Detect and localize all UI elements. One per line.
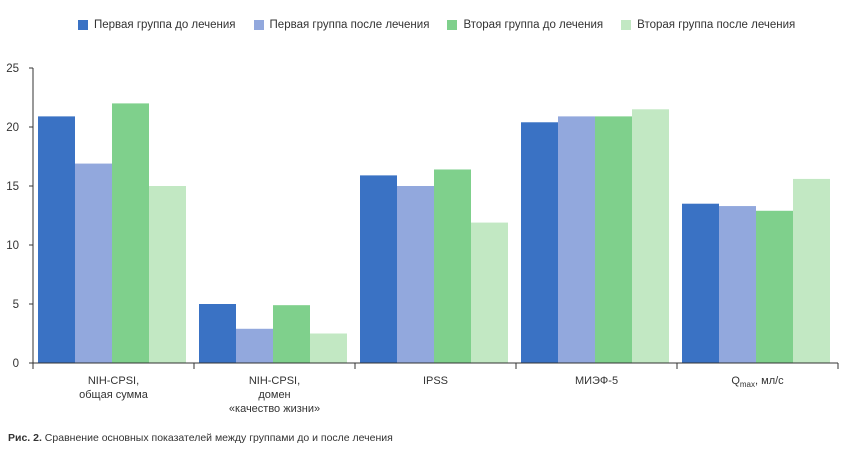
bar-s2-c2 bbox=[236, 328, 273, 363]
legend-swatch-series-1 bbox=[78, 20, 88, 30]
y-tick-label-0: 0 bbox=[13, 358, 19, 370]
bar-s3-c2 bbox=[273, 305, 310, 363]
x-tick-label-5: Qmax, мл/с bbox=[678, 374, 838, 392]
bar-s1-c5 bbox=[682, 203, 719, 363]
bar-s3-c5 bbox=[756, 210, 793, 363]
y-tick-label-5: 25 bbox=[6, 63, 19, 75]
legend-item-series-3: Вторая группа до лечения bbox=[447, 19, 603, 31]
legend-label-series-1: Первая группа до лечения bbox=[94, 19, 236, 31]
legend-swatch-series-3 bbox=[447, 20, 458, 30]
bar-s3-c3 bbox=[434, 169, 471, 363]
bar-s1-c4 bbox=[521, 122, 558, 363]
bar-s2-c1 bbox=[75, 163, 112, 363]
y-tick-label-2: 10 bbox=[6, 240, 19, 252]
legend-swatch-series-4 bbox=[621, 20, 632, 30]
legend-swatch-series-2 bbox=[253, 20, 264, 30]
x-tick-label-1-line-1: NIH-CPSI, bbox=[87, 375, 140, 387]
legend-item-series-1: Первая группа до лечения bbox=[78, 19, 236, 31]
legend-item-series-4: Вторая группа после лечения bbox=[621, 19, 795, 31]
bar-s2-c4 bbox=[558, 116, 595, 363]
legend-item-series-2: Первая группа после лечения bbox=[253, 19, 430, 31]
bar-s4-c4 bbox=[632, 109, 669, 363]
x-tick-label-4-line-1: МИЭФ-5 bbox=[574, 375, 619, 387]
x-tick-label-3-line-1: IPSS bbox=[422, 375, 449, 387]
y-tick-label-3: 15 bbox=[6, 181, 19, 193]
legend-label-series-3: Вторая группа до лечения bbox=[463, 19, 604, 31]
x-tick-label-2-line-2: домен bbox=[258, 389, 291, 401]
x-tick-label-4: МИЭФ-5 bbox=[517, 374, 677, 388]
x-tick-label-qmax-text: Qmax, мл/с bbox=[731, 375, 784, 390]
bar-s4-c3 bbox=[471, 222, 508, 363]
bar-s2-c5 bbox=[719, 206, 756, 363]
bar-s3-c4 bbox=[595, 116, 632, 363]
figure-caption: Рис. 2. Сравнение основных показателей м… bbox=[8, 432, 393, 444]
caption-prefix: Рис. 2. bbox=[8, 432, 42, 444]
x-tick-label-2-line-1: NIH-CPSI, bbox=[248, 375, 301, 387]
bar-s1-c1 bbox=[38, 116, 75, 363]
bar-s4-c1 bbox=[149, 186, 186, 363]
legend-label-series-4: Вторая группа после лечения bbox=[637, 19, 796, 31]
y-tick-label-4: 20 bbox=[6, 122, 19, 134]
bar-s1-c2 bbox=[199, 304, 236, 363]
x-tick-label-1: NIH-CPSI, общая сумма bbox=[34, 374, 194, 402]
bar-s2-c3 bbox=[397, 186, 434, 363]
y-tick-label-1: 5 bbox=[13, 299, 19, 311]
x-tick-label-1-line-2: общая сумма bbox=[79, 389, 148, 401]
x-tick-label-2-line-3: «качество жизни» bbox=[228, 403, 321, 415]
legend-label-series-2: Первая группа после лечения bbox=[269, 19, 430, 31]
caption-text: Сравнение основных показателей между гру… bbox=[41, 432, 393, 444]
bar-s3-c1 bbox=[112, 103, 149, 364]
bar-s4-c5 bbox=[793, 178, 830, 363]
x-tick-label-3: IPSS bbox=[356, 374, 516, 388]
chart-legend: Первая группа до лечения Первая группа п… bbox=[78, 19, 795, 31]
x-tick-label-2: NIH-CPSI, домен «качество жизни» bbox=[195, 374, 355, 416]
bar-s1-c3 bbox=[360, 175, 397, 363]
bar-s4-c2 bbox=[310, 333, 347, 363]
